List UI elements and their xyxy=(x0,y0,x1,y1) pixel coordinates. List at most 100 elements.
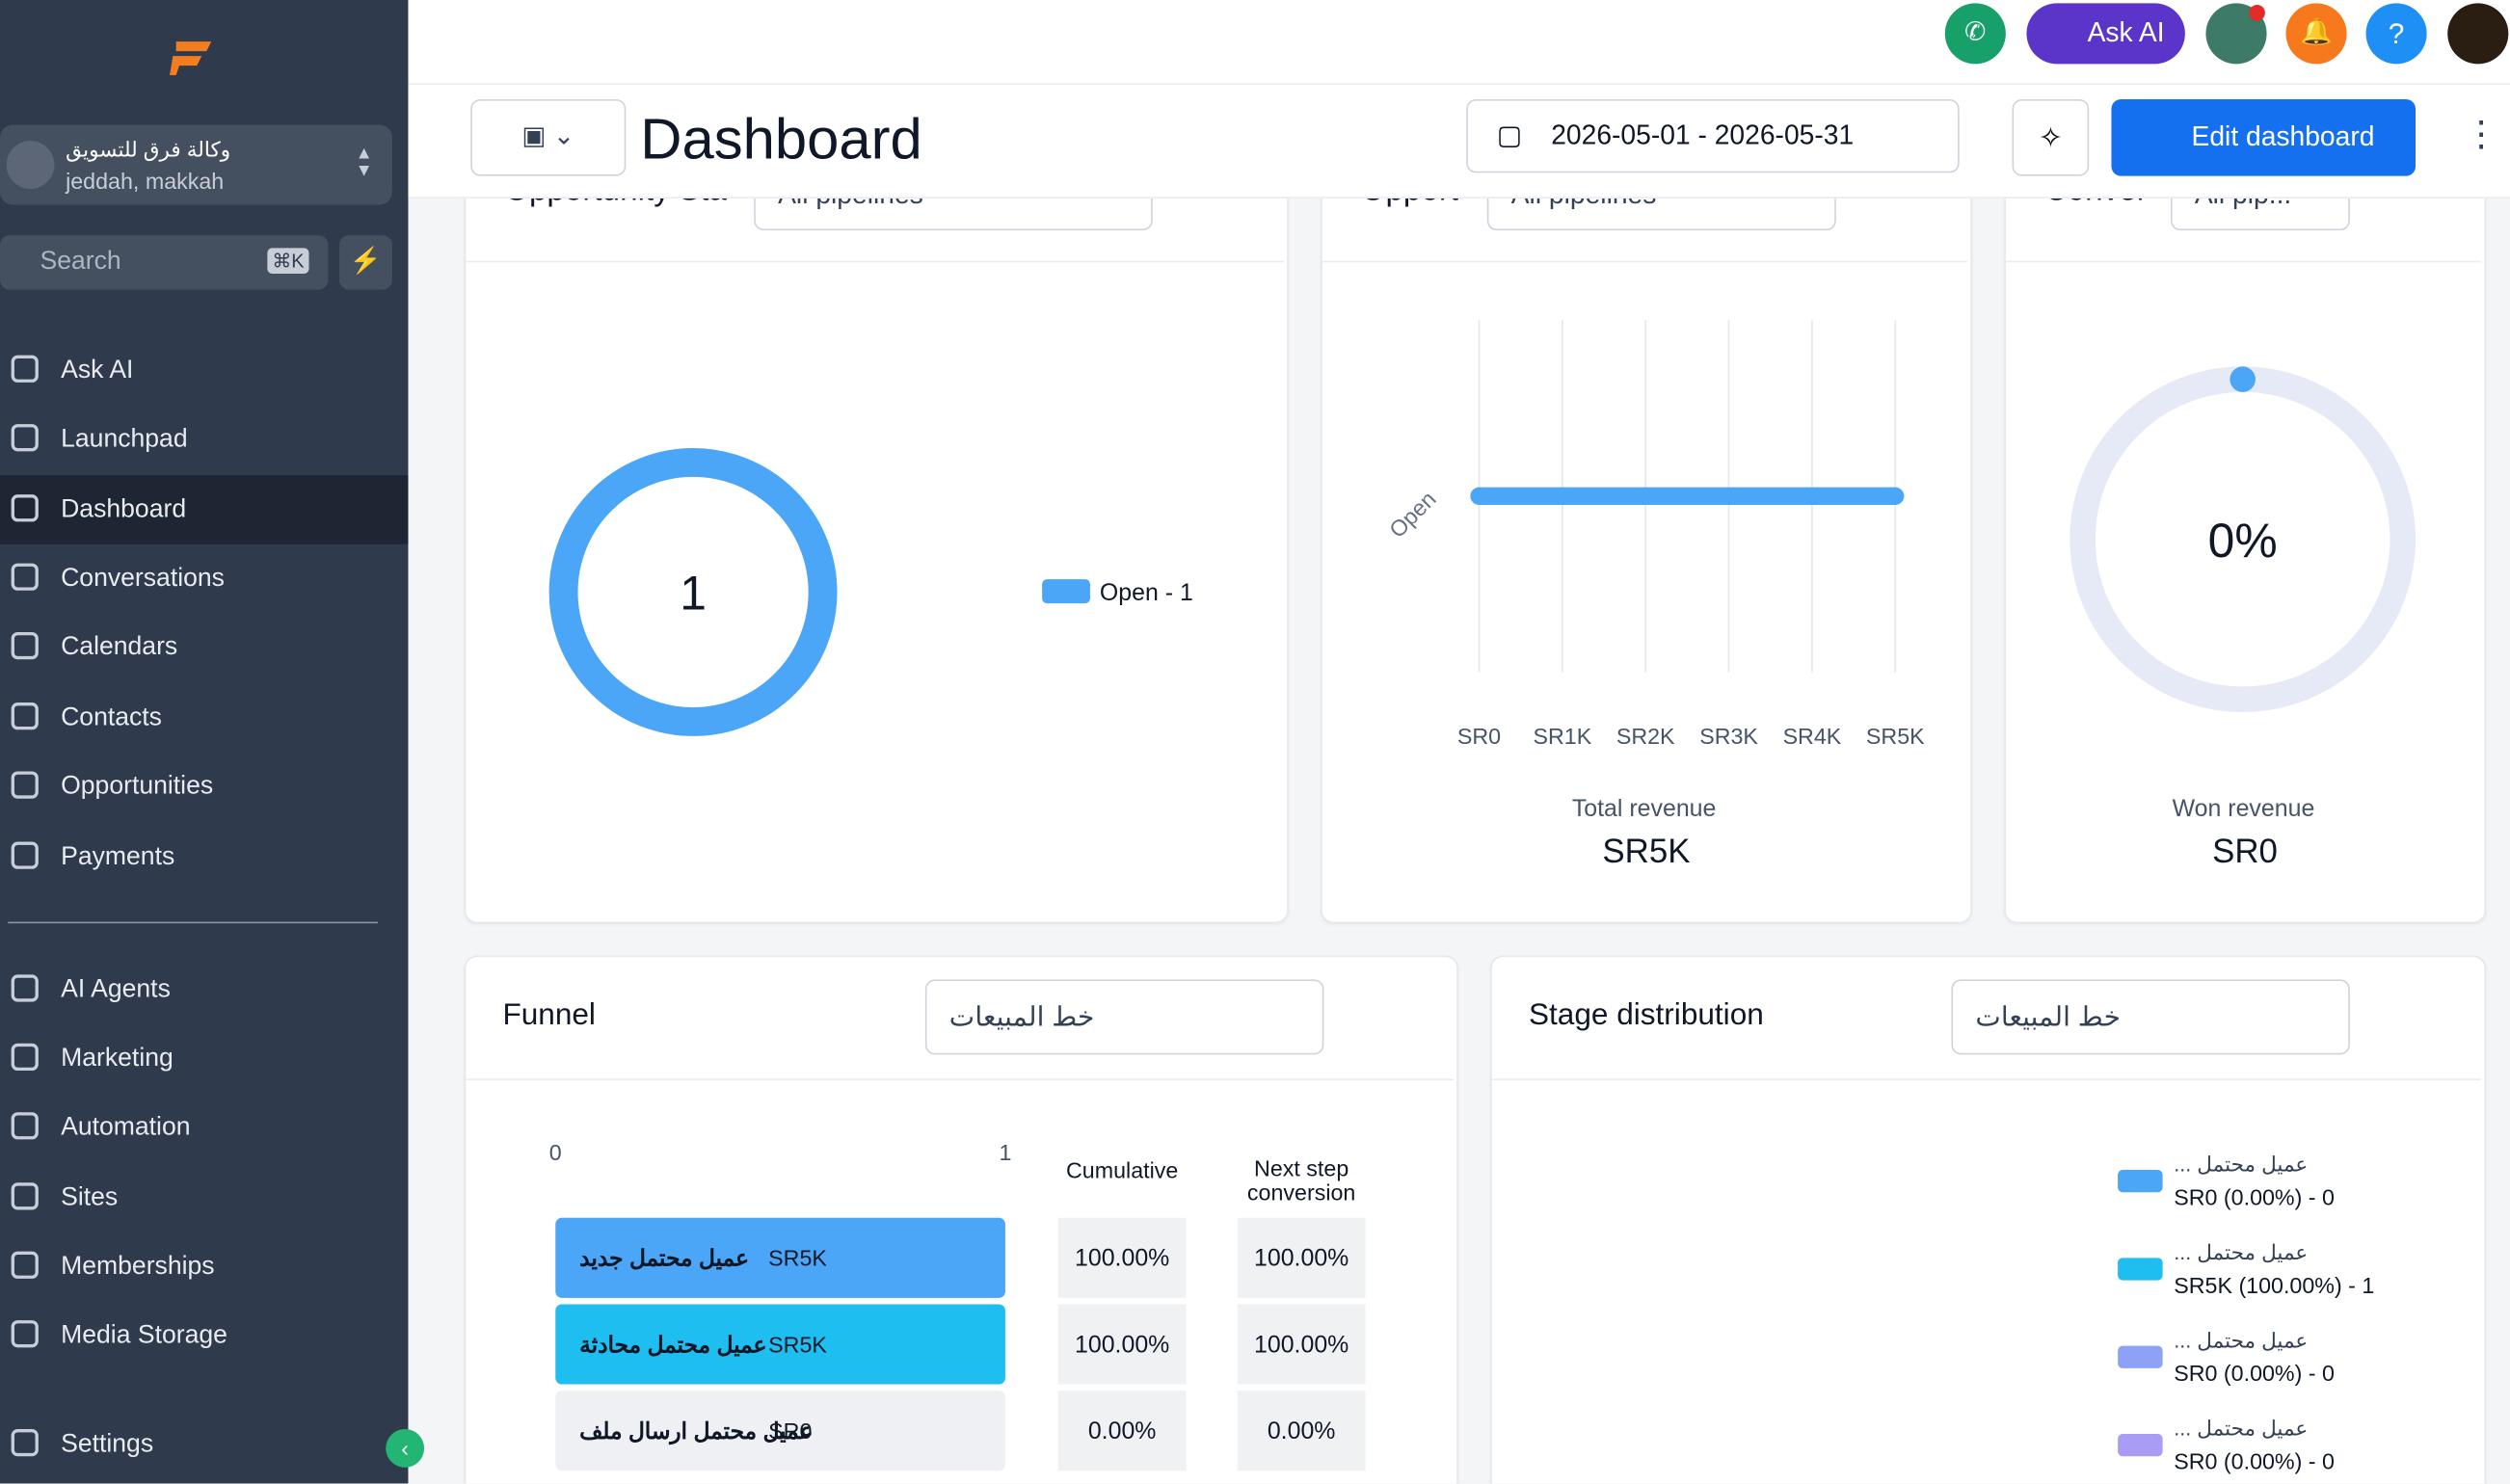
separator xyxy=(466,1078,1454,1080)
logo xyxy=(170,41,212,76)
nav-label: Automation xyxy=(61,1113,191,1141)
pipeline-filter[interactable]: خط المبيعات xyxy=(924,979,1324,1055)
nav-item[interactable]: Launchpad xyxy=(0,405,408,473)
separator xyxy=(466,260,1284,263)
x-tick-label: 0 xyxy=(549,1140,562,1165)
funnel-track xyxy=(555,1391,1005,1471)
stage-name: عميل محتمل ارسال ملف xyxy=(579,1418,814,1444)
nav-item[interactable]: Opportunities xyxy=(0,753,408,821)
chevron: ▲ ▼ xyxy=(355,144,373,181)
nav-icon xyxy=(11,1112,39,1140)
collapse-button[interactable]: ‹ xyxy=(386,1429,425,1468)
more-button[interactable]: ⋮ xyxy=(2463,113,2499,154)
separator xyxy=(1491,1078,2482,1080)
avatar[interactable] xyxy=(2447,3,2509,65)
account-switcher[interactable]: وكالة فرق للتسويق jeddah, makkah ▲ ▼ xyxy=(0,124,392,205)
phone-button[interactable]: ✆ xyxy=(1944,3,2006,65)
date-picker[interactable]: 2026-05-01 - 2026-05-31 ▢ xyxy=(1466,98,1960,173)
nav-item[interactable]: Marketing xyxy=(0,1024,408,1093)
nav-icon xyxy=(11,631,39,660)
quick-action[interactable]: ⚡ xyxy=(339,235,392,290)
legend-label: SR5K (100.00%) - 1 xyxy=(2174,1272,2375,1298)
nav-item[interactable]: Conversations xyxy=(0,544,408,613)
nav-label: Settings xyxy=(61,1429,154,1458)
nav-label: Conversations xyxy=(61,564,225,592)
nav-item[interactable]: Calendars xyxy=(0,613,408,681)
status-card xyxy=(464,144,1289,924)
nav-item[interactable]: Payments xyxy=(0,823,408,891)
column-header: Cumulative xyxy=(1066,1156,1179,1183)
legend-swatch xyxy=(2118,1433,2163,1457)
account-location: jeddah, makkah xyxy=(66,168,225,194)
calendar-icon: ▢ xyxy=(1496,119,1523,151)
nav-item[interactable]: Ask AI xyxy=(0,336,408,405)
legend-name: عميل محتمل ... xyxy=(2174,1416,2309,1441)
nav-item[interactable]: Contacts xyxy=(0,683,408,752)
legend-name: عميل محتمل ... xyxy=(2174,1240,2309,1264)
top-bar: ✆ Ask AI 🔔 ? xyxy=(408,0,2510,84)
shortcut: ⌘K xyxy=(267,248,309,274)
notifications-button[interactable]: 🔔 xyxy=(2285,3,2347,65)
badge xyxy=(2249,4,2265,21)
nav-item[interactable]: Memberships xyxy=(0,1232,408,1301)
x-tick-label: 1 xyxy=(999,1140,1011,1165)
nav-label: Memberships xyxy=(61,1252,215,1280)
legend-label: SR0 (0.00%) - 0 xyxy=(2174,1360,2335,1387)
nav-item[interactable]: Media Storage xyxy=(0,1301,408,1369)
nav-icon xyxy=(11,841,39,869)
nav-icon xyxy=(11,1251,39,1279)
footer-label: Won revenue xyxy=(2172,795,2315,823)
x-tick-label: SR2K xyxy=(1616,724,1675,749)
nav-item[interactable]: AI Agents xyxy=(0,955,408,1023)
nav-icon xyxy=(11,1429,39,1457)
legend-label: SR0 (0.00%) - 0 xyxy=(2174,1447,2335,1474)
legend-swatch xyxy=(2118,1345,2163,1368)
magic-button[interactable]: ✧ xyxy=(2012,98,2090,176)
stage-revenue: SR5K xyxy=(768,1245,827,1271)
nav-icon xyxy=(11,771,39,799)
date-range: 2026-05-01 - 2026-05-31 xyxy=(1551,119,1855,151)
ask-ai-button[interactable]: Ask AI xyxy=(2026,3,2185,65)
help-button[interactable]: ? xyxy=(2365,3,2427,65)
cumulative: 100.00% xyxy=(1057,1304,1187,1385)
funnel-bar xyxy=(555,1217,1005,1298)
nav-item[interactable]: Automation xyxy=(0,1093,408,1161)
pipeline-filter[interactable]: خط المبيعات xyxy=(1951,979,2350,1055)
nav-label: AI Agents xyxy=(61,975,171,1003)
nav-icon xyxy=(11,563,39,591)
nav-icon xyxy=(11,974,39,1002)
search-box[interactable]: Search ⌘K xyxy=(0,235,329,290)
next-conversion: 100.00% xyxy=(1237,1217,1366,1298)
legend-swatch xyxy=(1042,579,1090,604)
divider xyxy=(8,921,378,924)
footer-value: SR5K xyxy=(1602,834,1691,871)
nav-icon xyxy=(11,424,39,452)
nav-item[interactable]: Dashboard xyxy=(0,475,408,543)
nav-item[interactable]: Settings xyxy=(0,1410,408,1478)
nav-label: Opportunities xyxy=(61,772,214,800)
card-title: Funnel xyxy=(502,998,596,1033)
gauge-marker xyxy=(2230,366,2256,392)
nav-icon xyxy=(11,1182,39,1210)
account-name: وكالة فرق للتسويق xyxy=(66,137,231,162)
legend-name: عميل محتمل ... xyxy=(2174,1328,2309,1353)
separator xyxy=(2005,260,2482,263)
layout-button[interactable]: ▣ ⌄ xyxy=(470,98,627,176)
x-tick-label: SR4K xyxy=(1783,724,1842,749)
next-conversion: 0.00% xyxy=(1237,1391,1366,1471)
stage-revenue: SR0 xyxy=(768,1418,813,1444)
nav-label: Contacts xyxy=(61,702,162,731)
x-tick-label: SR5K xyxy=(1866,724,1925,749)
nav-label: Media Storage xyxy=(61,1320,227,1349)
sidebar: وكالة فرق للتسويق jeddah, makkah ▲ ▼ Sear… xyxy=(0,0,425,1484)
nav-icon xyxy=(11,494,39,522)
card-title: Stage distribution xyxy=(1528,998,1764,1033)
y-tick-label: Open xyxy=(1384,486,1441,543)
nav-item[interactable]: Sites xyxy=(0,1163,408,1232)
nav-label: Launchpad xyxy=(61,424,188,453)
header-bar: ▣ ⌄ Dashboard 2026-05-01 - 2026-05-31 ▢ ✧… xyxy=(408,83,2510,199)
edit-dashboard-button[interactable]: Edit dashboard xyxy=(2111,98,2417,176)
footer-label: Total revenue xyxy=(1571,795,1717,823)
legend-name: عميل محتمل ... xyxy=(2174,1152,2309,1177)
